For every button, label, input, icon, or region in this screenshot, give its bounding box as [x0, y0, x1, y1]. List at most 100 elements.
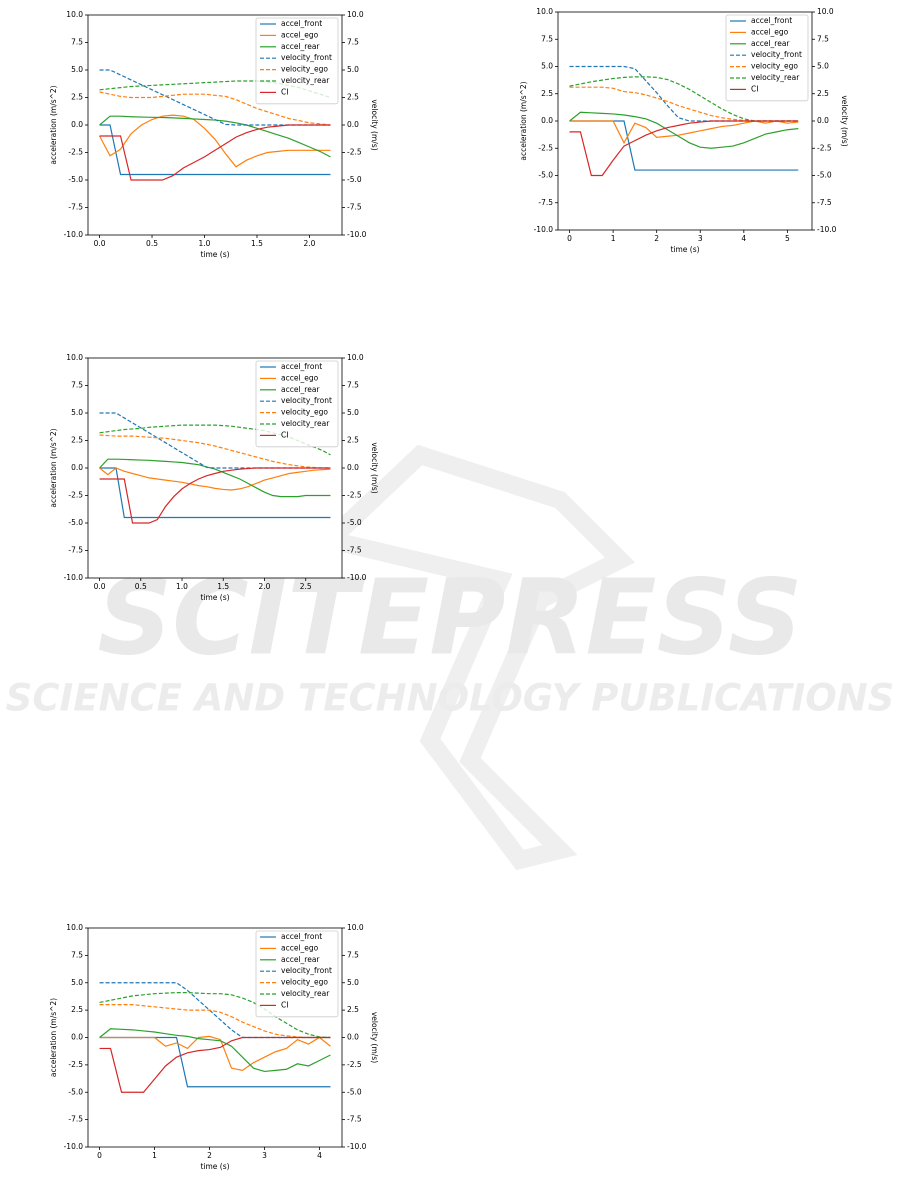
y2-tick-label: 0.0: [817, 116, 829, 125]
y2-tick-label: 10.0: [347, 353, 364, 362]
y2-tick-label: -7.5: [817, 198, 832, 207]
x-tick-label: 2: [207, 1151, 212, 1160]
x-tick-label: 2: [654, 234, 659, 243]
y2-tick-label: -5.0: [347, 175, 362, 184]
y2-tick-label: -5.0: [817, 171, 832, 180]
y2-tick-label: 5.0: [347, 65, 359, 74]
legend-label: accel_ego: [281, 373, 319, 382]
chart: 0 1 2 3 4 -10.0 -7.5 -5.0 -2.5 0.0 2.5 5.0 7.5 10.0 -1…: [49, 923, 379, 1171]
y2-tick-label: -2.5: [347, 491, 362, 500]
legend-label: velocity_ego: [751, 62, 798, 71]
series-line: [99, 434, 331, 469]
series-line: [99, 467, 331, 491]
y2-tick-label: 10.0: [347, 923, 364, 932]
y2-tick-label: -7.5: [347, 203, 362, 212]
legend-box: [725, 14, 809, 102]
y2-tick-label: -2.5: [817, 143, 832, 152]
x-tick-label: 0.0: [94, 582, 106, 591]
y-tick-label: 2.5: [71, 436, 83, 445]
y-axis-label: acceleration (m/s^2): [519, 81, 528, 160]
series-line: [99, 467, 331, 524]
y2-tick-label: 7.5: [347, 381, 359, 390]
legend-label: CI: [281, 1000, 288, 1009]
series-line: [99, 1004, 331, 1039]
y-tick-label: -5.0: [538, 171, 553, 180]
x-tick-label: 0.0: [94, 239, 106, 248]
legend-label: velocity_ego: [281, 65, 328, 74]
legend-label: velocity_rear: [281, 989, 330, 998]
y2-tick-label: 7.5: [347, 38, 359, 47]
legend-box: [255, 17, 339, 105]
legend-label: velocity_rear: [281, 76, 330, 85]
y2-tick-label: 0.0: [347, 120, 359, 129]
series-line: [569, 120, 799, 177]
series-line: [99, 467, 331, 519]
series-line: [99, 114, 331, 168]
series-line: [99, 124, 331, 176]
y2-tick-label: -10.0: [347, 230, 367, 239]
chart: 0.0 0.5 1.0 1.5 2.0 2.5 -10.0 -7.5 -5.0 -2.5 0.0 2.…: [49, 353, 379, 602]
legend-label: accel_front: [281, 19, 322, 28]
series-line: [569, 111, 799, 149]
y-tick-label: 0.0: [71, 463, 83, 472]
y2-tick-label: -7.5: [347, 1115, 362, 1124]
chart: 0 1 2 3 4 5 -10.0 -7.5 -5.0 -2.5 0.0 2.5 5.0 7.5 10.0 -…: [519, 7, 849, 254]
series-line: [99, 1028, 331, 1073]
y-tick-label: 0.0: [71, 1033, 83, 1042]
y-tick-label: -2.5: [68, 1060, 83, 1069]
y2-tick-label: 10.0: [347, 10, 364, 19]
y2-tick-label: 0.0: [347, 463, 359, 472]
legend-label: velocity_front: [751, 50, 802, 59]
x-tick-label: 1.5: [251, 239, 263, 248]
y-tick-label: 5.0: [71, 65, 83, 74]
y-tick-label: 0.0: [541, 116, 553, 125]
legend: accel_front accel_ego accel_rear velocity_f…: [255, 930, 339, 1018]
x-tick-label: 3: [262, 1151, 267, 1160]
legend-label: accel_rear: [281, 385, 320, 394]
legend-label: accel_front: [281, 362, 322, 371]
legend-label: CI: [281, 87, 288, 96]
y2-tick-label: 7.5: [817, 34, 829, 43]
y-tick-label: -7.5: [68, 1115, 83, 1124]
y-tick-label: 10.0: [536, 7, 553, 16]
legend-label: accel_rear: [281, 42, 320, 51]
y-tick-label: -5.0: [68, 175, 83, 184]
y-tick-label: 10.0: [66, 923, 83, 932]
x-tick-label: 0.5: [146, 239, 158, 248]
x-axis-label: time (s): [200, 1162, 229, 1171]
x-tick-label: 1: [152, 1151, 157, 1160]
y2-tick-label: 5.0: [817, 62, 829, 71]
y2-axis-label: velocity (m/s): [370, 442, 379, 493]
y2-axis-label: velocity (m/s): [370, 99, 379, 150]
y-axis-label: acceleration (m/s^2): [49, 85, 58, 164]
legend: accel_front accel_ego accel_rear velocity_f…: [725, 14, 809, 102]
series-line: [99, 992, 331, 1039]
x-tick-label: 1.0: [199, 239, 211, 248]
y2-tick-label: -5.0: [347, 1087, 362, 1096]
y-tick-label: 10.0: [66, 353, 83, 362]
legend-box: [255, 930, 339, 1018]
y-tick-label: 5.0: [71, 408, 83, 417]
x-tick-label: 1: [611, 234, 616, 243]
y2-tick-label: 2.5: [817, 89, 829, 98]
legend-label: accel_front: [751, 16, 792, 25]
y2-tick-label: -7.5: [347, 546, 362, 555]
y-tick-label: 7.5: [541, 34, 553, 43]
x-axis-label: time (s): [200, 250, 229, 259]
chart: 0.0 0.5 1.0 1.5 2.0 -10.0 -7.5 -5.0 -2.5 0.0 2.5 5.…: [49, 10, 379, 259]
y2-tick-label: 5.0: [347, 978, 359, 987]
y2-tick-label: -10.0: [817, 225, 837, 234]
legend-label: accel_ego: [281, 30, 319, 39]
series-line: [99, 458, 331, 498]
y-tick-label: 5.0: [541, 62, 553, 71]
y2-tick-label: -2.5: [347, 148, 362, 157]
y-tick-label: -7.5: [68, 546, 83, 555]
series-line: [99, 124, 331, 181]
y-tick-label: -7.5: [538, 198, 553, 207]
x-tick-label: 2.0: [303, 239, 315, 248]
y-tick-label: 7.5: [71, 381, 83, 390]
legend: accel_front accel_ego accel_rear velocity_f…: [255, 17, 339, 105]
y-tick-label: 7.5: [71, 38, 83, 47]
y-tick-label: -5.0: [68, 1087, 83, 1096]
